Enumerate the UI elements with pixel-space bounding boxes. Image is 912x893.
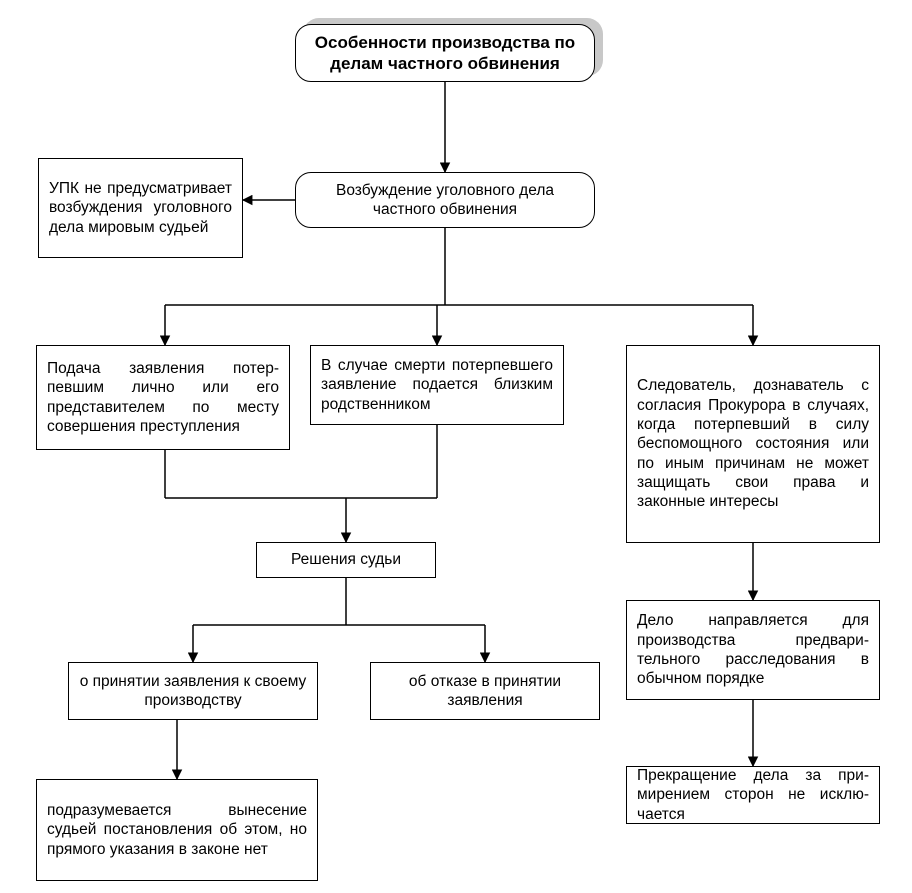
node-n_init: Возбуждение уголовного дела частного обв… [295,172,595,228]
node-n_mid: В случае смерти потерпев­шего заявление … [310,345,564,425]
node-n_send-label: Дело направляется для производства предв… [637,611,869,689]
node-title-label: Особенности производства по делам частно… [306,32,584,75]
node-title: Особенности производства по делам частно… [295,24,595,82]
node-n_right: Следователь, дознаватель с согласия Прок… [626,345,880,543]
node-n_imply: подразумевается вынесе­ние судьей постан… [36,779,318,881]
node-n_mid-label: В случае смерти потерпев­шего заявление … [321,356,553,414]
node-n_left: Подача заявления потер­певшим лично или … [36,345,290,450]
node-n_imply-label: подразумевается вынесе­ние судьей постан… [47,801,307,859]
node-n_upk: УПК не предусмат­ривает возбуждения угол… [38,158,243,258]
node-n_judge-label: Решения судьи [291,550,401,569]
node-n_stop: Прекращение дела за при­мирением сторон … [626,766,880,824]
node-n_left-label: Подача заявления потер­певшим лично или … [47,359,279,437]
node-n_upk-label: УПК не предусмат­ривает возбуждения угол… [49,179,232,237]
node-n_send: Дело направляется для производства предв… [626,600,880,700]
node-n_judge: Решения судьи [256,542,436,578]
flowchart-canvas: Особенности производства по делам частно… [0,0,912,893]
node-n_accept-label: о принятии заявления к своему производст… [79,672,307,711]
node-n_reject: об отказе в принятии заявления [370,662,600,720]
node-n_right-label: Следователь, дознаватель с согласия Прок… [637,376,869,512]
node-n_init-label: Возбуждение уголовного дела частного обв… [306,181,584,220]
node-n_stop-label: Прекращение дела за при­мирением сторон … [637,766,869,824]
node-n_accept: о принятии заявления к своему производст… [68,662,318,720]
node-n_reject-label: об отказе в принятии заявления [381,672,589,711]
